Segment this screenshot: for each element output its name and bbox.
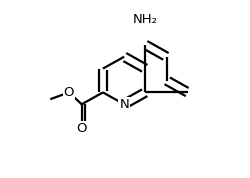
Text: O: O [76,122,87,135]
Text: N: N [119,98,129,111]
Text: NH₂: NH₂ [133,13,158,26]
Text: O: O [64,86,74,99]
